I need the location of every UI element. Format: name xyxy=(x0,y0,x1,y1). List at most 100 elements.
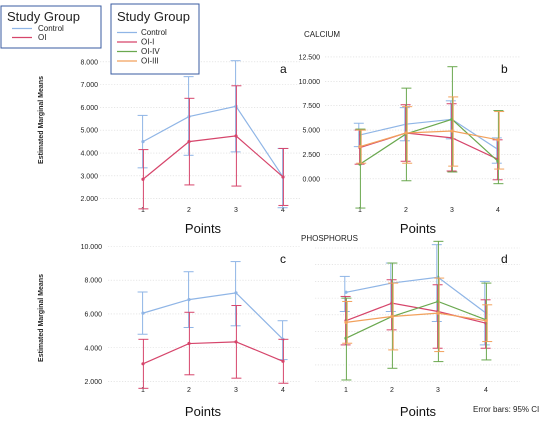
series-line xyxy=(359,132,499,160)
x-tick-label: 2 xyxy=(390,387,394,394)
y-tick-label: 4.000 xyxy=(80,151,98,158)
legend-item-label: OI-III xyxy=(141,57,159,66)
data-point xyxy=(496,138,500,142)
series-control xyxy=(137,60,288,209)
panel-letter: d xyxy=(501,252,508,266)
x-axis-title: Points xyxy=(185,221,222,236)
y-tick-label: 6.000 xyxy=(84,311,102,318)
panel-c: 2.000 4.000 6.000 8.000 10.000 1 2 3 4 Points c xyxy=(81,244,300,419)
data-point xyxy=(234,340,238,344)
legend-item-label: Control xyxy=(38,24,64,33)
series-oi xyxy=(138,85,289,210)
y-tick-label: 5.000 xyxy=(302,128,320,135)
panel-b: 0.000 2.500 5.000 7.500 10.000 12.500 1 2 3 4 Poin… xyxy=(299,54,520,236)
data-point xyxy=(344,290,348,294)
x-tick-label: 3 xyxy=(436,387,440,394)
data-point xyxy=(141,362,145,366)
x-tick-label: 2 xyxy=(404,207,408,214)
legend-title: Study Group xyxy=(7,9,80,24)
panel-letter: b xyxy=(501,62,508,76)
y-tick-label: 10.000 xyxy=(299,79,321,86)
series-line xyxy=(142,292,284,340)
series-line xyxy=(359,130,499,148)
legend-title: Study Group xyxy=(117,9,190,24)
series-control xyxy=(137,261,288,361)
legend-box xyxy=(110,3,200,75)
data-point xyxy=(484,319,488,323)
data-point xyxy=(281,359,285,363)
x-axis-title: Points xyxy=(400,404,437,419)
phosphorus-section-title: PHOSPHORUS xyxy=(301,234,358,243)
error-bar-note: Error bars: 95% CI xyxy=(473,405,539,414)
legend-item-label: OI-I xyxy=(141,38,154,47)
data-point xyxy=(234,291,238,295)
series-line xyxy=(345,276,487,314)
data-point xyxy=(234,134,238,138)
series-oi xyxy=(138,305,289,389)
legend-item-label: Control xyxy=(141,28,167,37)
y-tick-label: 12.500 xyxy=(299,54,321,61)
data-point xyxy=(281,175,285,179)
x-tick-label: 2 xyxy=(187,207,191,214)
series-line xyxy=(359,118,499,165)
legend-item-label: OI-IV xyxy=(141,47,160,56)
series-line xyxy=(359,118,499,151)
y-tick-label: 2.500 xyxy=(302,152,320,159)
data-point xyxy=(450,129,454,133)
panel-d: 1 2 3 4 Points d xyxy=(315,240,520,419)
x-tick-label: 3 xyxy=(234,387,238,394)
data-point xyxy=(436,311,440,315)
y-tick-label: 7.500 xyxy=(302,103,320,110)
y-tick-label: 6.000 xyxy=(80,105,98,112)
y-tick-label: 10.000 xyxy=(81,244,103,251)
data-point xyxy=(141,177,145,181)
x-tick-label: 4 xyxy=(484,387,488,394)
x-tick-label: 2 xyxy=(187,387,191,394)
y-tick-label: 2.000 xyxy=(80,196,98,203)
y-tick-label: 3.000 xyxy=(80,173,98,180)
x-tick-label: 1 xyxy=(141,207,145,214)
series-oi-iii xyxy=(356,96,505,170)
data-point xyxy=(404,131,408,135)
series-line xyxy=(345,312,487,323)
panel-letter: c xyxy=(280,252,286,266)
series-line xyxy=(142,105,284,178)
y-tick-label: 4.000 xyxy=(84,345,102,352)
y-tick-label: 8.000 xyxy=(80,59,98,66)
series-oi-iv xyxy=(355,66,504,209)
data-point xyxy=(141,311,145,315)
data-point xyxy=(344,320,348,324)
x-tick-label: 1 xyxy=(344,387,348,394)
calcium-section-title: CALCIUM xyxy=(304,30,340,39)
x-axis-title: Points xyxy=(400,221,437,236)
y-axis-title-top: Estimated Marginal Means xyxy=(38,76,45,164)
data-point xyxy=(187,140,191,144)
series-oi-iv xyxy=(341,240,492,381)
y-tick-label: 8.000 xyxy=(84,278,102,285)
series-line xyxy=(142,341,284,365)
series-line xyxy=(142,135,284,180)
legend-item-label: OI xyxy=(38,33,46,42)
x-tick-label: 1 xyxy=(358,207,362,214)
series-oi-iii xyxy=(342,277,493,353)
y-tick-label: 5.000 xyxy=(80,128,98,135)
panel-letter: a xyxy=(280,62,287,76)
x-tick-label: 4 xyxy=(281,387,285,394)
y-axis-title-bottom: Estimated Marginal Means xyxy=(38,274,45,362)
data-point xyxy=(187,298,191,302)
x-tick-label: 3 xyxy=(234,207,238,214)
data-point xyxy=(358,145,362,149)
y-tick-label: 7.000 xyxy=(80,82,98,89)
series-oi-i xyxy=(340,279,491,349)
panel-a: 2.000 3.000 4.000 5.000 6.000 7.000 8.000 1 2 3 4 P… xyxy=(80,59,300,236)
x-tick-label: 4 xyxy=(496,207,500,214)
x-tick-label: 3 xyxy=(450,207,454,214)
data-point xyxy=(187,341,191,346)
y-tick-label: 2.000 xyxy=(84,379,102,386)
x-axis-title: Points xyxy=(185,404,222,419)
data-point xyxy=(141,140,145,144)
data-point xyxy=(390,314,394,319)
